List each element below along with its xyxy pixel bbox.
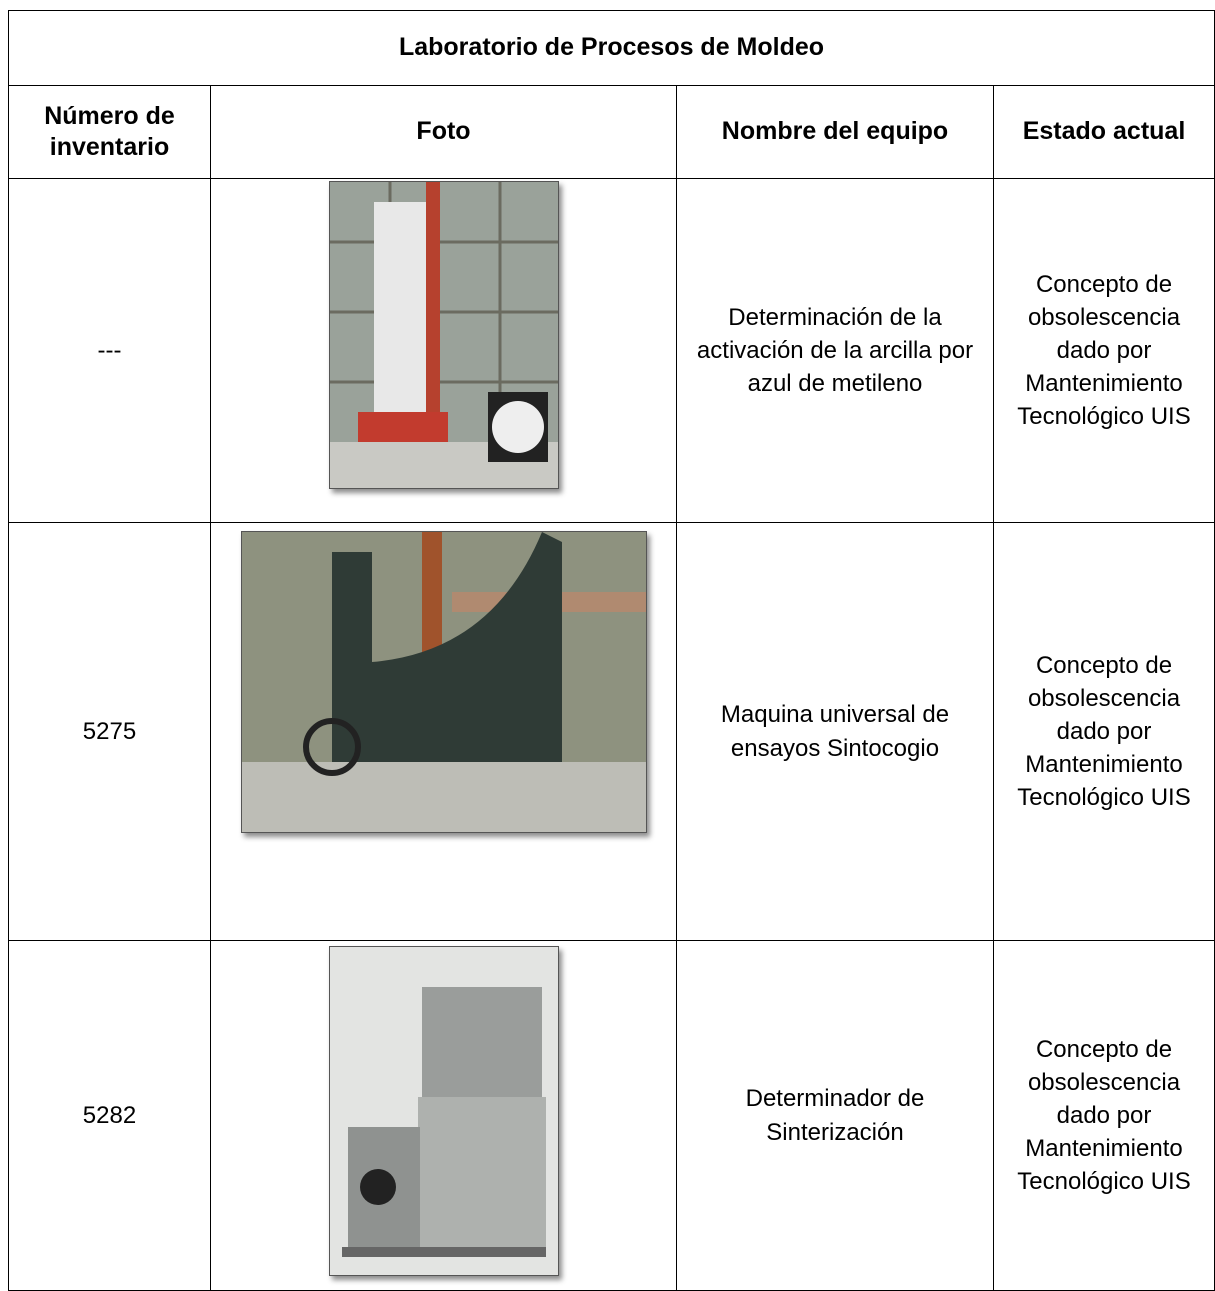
- header-cell: Foto: [210, 85, 677, 179]
- status: Concepto de obsolescencia dado por Mante…: [992, 178, 1215, 523]
- inventory-table: Laboratorio de Procesos de Moldeo Número…: [7, 10, 1215, 1291]
- status: Concepto de obsolescencia dado por Mante…: [992, 522, 1215, 941]
- photo-cell: [210, 178, 677, 523]
- inventory-number: ---: [8, 178, 211, 523]
- header-row: Número de inventario Foto Nombre del equ…: [8, 85, 1215, 179]
- photo: [328, 181, 559, 489]
- table-title: Laboratorio de Procesos de Moldeo: [7, 10, 1215, 86]
- row: 5275 Maquina universal de ensayos Sintoc…: [8, 522, 1215, 941]
- inventory-number: 5282: [8, 940, 211, 1291]
- equipment-name: Maquina universal de ensayos Sintocogio: [676, 522, 994, 941]
- photo-cell: [210, 522, 677, 941]
- title-row: Laboratorio de Procesos de Moldeo: [7, 10, 1215, 86]
- inventory-number: 5275: [8, 522, 211, 941]
- photo: [240, 531, 647, 833]
- equipment-name: Determinación de la activación de la arc…: [676, 178, 994, 523]
- equipment-name: Determinador de Sinterización: [676, 940, 994, 1291]
- status: Concepto de obsolescencia dado por Mante…: [992, 940, 1215, 1291]
- photo: [328, 946, 559, 1276]
- photo-cell: [210, 940, 677, 1291]
- header-cell: Estado actual: [992, 85, 1215, 179]
- row: 5282 Determinador de Sinterización Conce…: [8, 940, 1215, 1291]
- row: --- Determinación de la activación de la…: [8, 178, 1215, 523]
- header-cell: Número de inventario: [8, 85, 211, 179]
- header-cell: Nombre del equipo: [676, 85, 994, 179]
